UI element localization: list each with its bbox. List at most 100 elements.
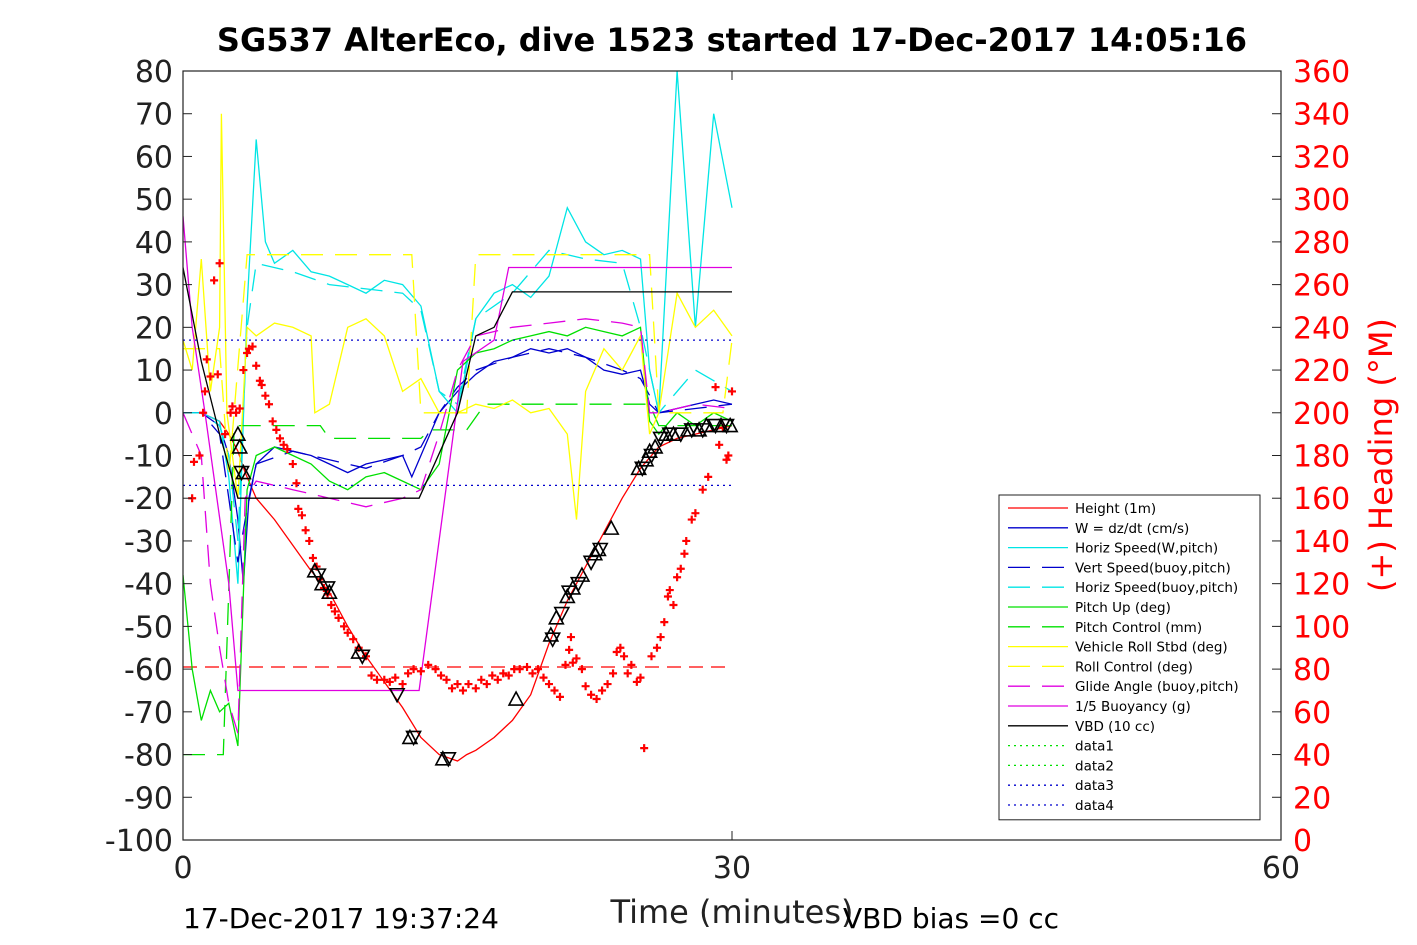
heading-point xyxy=(572,654,581,663)
axes: 80706050403020100-10-20-30-40-50-60-70-8… xyxy=(105,55,1350,886)
y-tick-label: 60 xyxy=(135,140,173,175)
heading-point xyxy=(623,669,632,678)
heading-point xyxy=(636,673,645,682)
y-tick-label: -20 xyxy=(124,482,173,517)
triangle-down-marker xyxy=(582,555,600,571)
heading-point xyxy=(367,671,376,680)
y2-tick-label: 240 xyxy=(1293,311,1350,346)
footer-vbd-bias: VBD bias =0 cc xyxy=(843,902,1059,935)
heading-point xyxy=(539,673,548,682)
triangle-up-marker xyxy=(235,463,252,480)
triangle-up-marker xyxy=(547,609,565,625)
x-tick-label: 0 xyxy=(173,851,192,886)
y2-tick-label: 360 xyxy=(1293,55,1350,90)
heading-point xyxy=(385,677,394,686)
triangle-down-marker xyxy=(683,423,701,439)
heading-point xyxy=(404,669,413,678)
legend-label-pitch-control-mm: Pitch Control (mm) xyxy=(1075,620,1202,636)
triangle-up-marker xyxy=(641,442,658,459)
heading-point xyxy=(283,445,292,454)
heading-point xyxy=(265,400,274,409)
heading-point xyxy=(288,460,297,469)
y-tick-label: 70 xyxy=(135,98,173,133)
y-tick-label: -50 xyxy=(124,610,173,645)
heading-point xyxy=(213,370,222,379)
heading-point xyxy=(616,643,625,652)
heading-point xyxy=(301,526,310,535)
heading-point xyxy=(215,259,224,268)
y2-tick-label: 180 xyxy=(1293,440,1350,475)
series-w-dz-dt-cm-s xyxy=(183,348,733,584)
heading-point xyxy=(409,665,418,674)
legend: Height (1m) W = dz/dt (cm/s) Horiz Speed(W… xyxy=(998,494,1261,821)
triangle-up-marker xyxy=(721,416,739,433)
series-pitch-control-mm xyxy=(183,403,732,756)
y-tick-label: 10 xyxy=(135,354,173,389)
x-tick-label: 30 xyxy=(713,851,751,886)
triangle-up-marker xyxy=(646,438,664,454)
heading-point xyxy=(673,573,682,582)
heading-point xyxy=(652,643,661,652)
heading-point xyxy=(431,665,440,674)
heading-point xyxy=(268,417,277,426)
triangle-up-marker xyxy=(434,750,452,766)
heading-point xyxy=(206,372,215,381)
triangle-down-marker xyxy=(591,542,609,559)
heading-point xyxy=(488,671,497,680)
heading-point xyxy=(453,680,462,689)
legend-label-1-5-buoyancy-g: 1/5 Buoyancy (g) xyxy=(1075,699,1191,715)
heading-point xyxy=(200,387,209,396)
heading-point xyxy=(248,342,257,351)
heading-point xyxy=(195,451,204,460)
triangle-up-marker xyxy=(573,566,591,582)
triangle-up-marker xyxy=(590,540,607,557)
heading-point xyxy=(665,586,674,595)
footer-timestamp: 17-Dec-2017 19:37:24 xyxy=(183,902,499,935)
heading-point xyxy=(523,662,532,671)
heading-point xyxy=(482,680,491,689)
y2-tick-label: 120 xyxy=(1293,568,1350,603)
legend-label-data3: data3 xyxy=(1075,778,1114,794)
heading-point xyxy=(202,355,211,364)
heading-point xyxy=(577,665,586,674)
heading-point xyxy=(330,607,339,616)
heading-point xyxy=(632,677,641,686)
heading-point xyxy=(566,633,575,642)
heading-point xyxy=(603,680,612,689)
y-tick-label: -30 xyxy=(124,525,173,560)
series-vehicle-roll-stbd-deg xyxy=(183,113,733,520)
heading-point xyxy=(448,684,457,693)
triangle-up-marker xyxy=(231,438,249,454)
triangle-down-marker xyxy=(405,730,422,747)
triangle-down-marker xyxy=(354,649,371,665)
heading-point xyxy=(663,592,672,601)
y-tick-label: -70 xyxy=(124,696,173,731)
triangle-up-marker xyxy=(229,425,247,441)
legend-label-glide-angle-buoy-pitch: Glide Angle (buoy,pitch) xyxy=(1075,679,1239,695)
series-vbd-10-cc xyxy=(183,267,732,499)
triangle-down-marker xyxy=(233,465,250,482)
heading-point xyxy=(565,645,574,654)
heading-point xyxy=(334,613,343,622)
heading-point xyxy=(515,665,524,674)
heading-point xyxy=(458,686,467,695)
heading-point xyxy=(534,665,543,674)
heading-point xyxy=(297,511,306,520)
triangle-down-marker xyxy=(310,568,327,584)
y2-tick-label: 320 xyxy=(1293,140,1350,175)
heading-point xyxy=(682,536,691,545)
triangle-down-marker xyxy=(672,427,690,443)
legend-label-roll-control-deg: Roll Control (deg) xyxy=(1075,659,1193,675)
triangle-down-marker xyxy=(440,752,457,768)
legend-label-horiz-speed-w-pitch: Horiz Speed(W,pitch) xyxy=(1075,541,1218,557)
triangle-down-marker xyxy=(388,687,406,704)
y2-tick-label: 200 xyxy=(1293,397,1350,432)
heading-point xyxy=(587,690,596,699)
legend-label-data1: data1 xyxy=(1075,739,1114,755)
heading-point xyxy=(680,549,689,558)
heading-point xyxy=(647,652,656,661)
y2-tick-label: 100 xyxy=(1293,610,1350,645)
heading-point xyxy=(442,675,451,684)
heading-point xyxy=(612,648,621,657)
heading-point xyxy=(493,675,502,684)
